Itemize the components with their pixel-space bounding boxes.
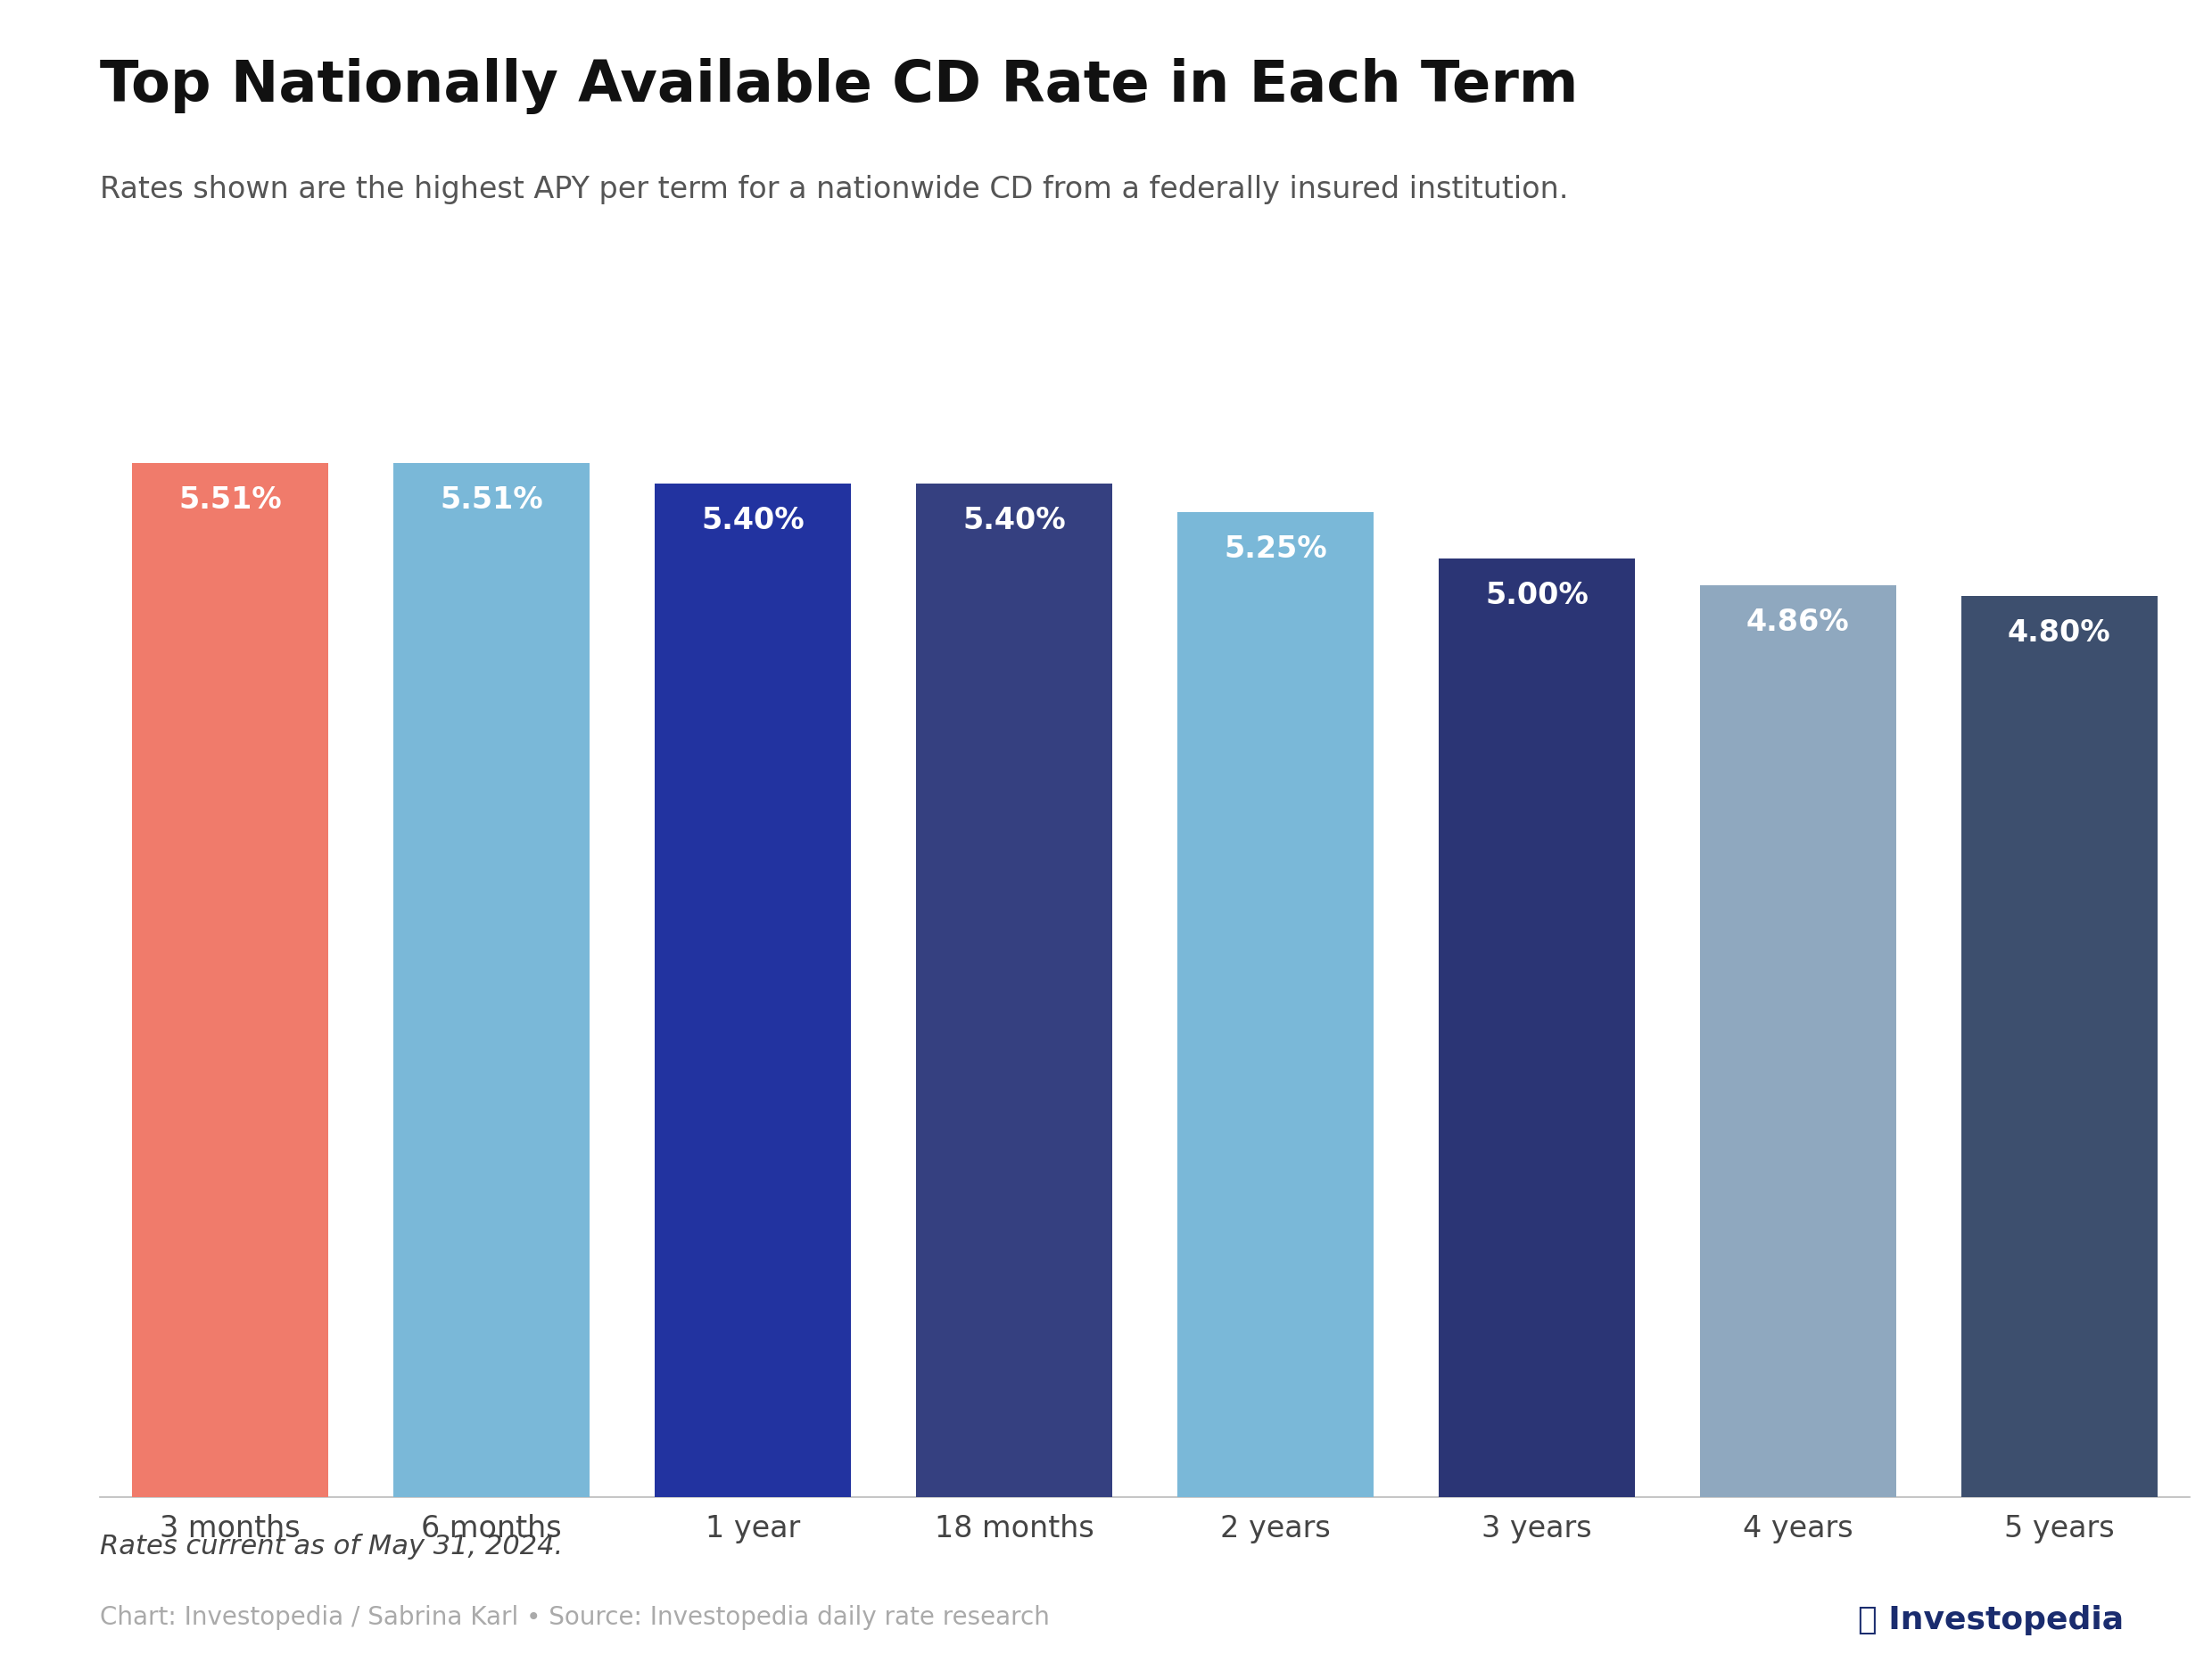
Text: 5.25%: 5.25% xyxy=(1223,534,1327,564)
Text: 5.40%: 5.40% xyxy=(962,506,1066,535)
Text: Rates shown are the highest APY per term for a nationwide CD from a federally in: Rates shown are the highest APY per term… xyxy=(100,175,1568,205)
Bar xyxy=(1177,512,1374,1497)
Bar xyxy=(916,484,1113,1497)
Bar xyxy=(655,484,852,1497)
Text: 4.86%: 4.86% xyxy=(1747,607,1849,637)
Text: Chart: Investopedia / Sabrina Karl • Source: Investopedia daily rate research: Chart: Investopedia / Sabrina Karl • Sou… xyxy=(100,1605,1048,1630)
Text: Rates current as of May 31, 2024.: Rates current as of May 31, 2024. xyxy=(100,1533,562,1560)
Text: 5.00%: 5.00% xyxy=(1484,580,1588,610)
Text: ⓘ Investopedia: ⓘ Investopedia xyxy=(1858,1605,2124,1635)
Bar xyxy=(1701,585,1896,1497)
Bar xyxy=(133,462,327,1497)
Text: 4.80%: 4.80% xyxy=(2008,619,2110,649)
Text: 5.51%: 5.51% xyxy=(179,486,281,516)
Text: 5.51%: 5.51% xyxy=(440,486,542,516)
Text: Top Nationally Available CD Rate in Each Term: Top Nationally Available CD Rate in Each… xyxy=(100,58,1577,115)
Bar xyxy=(1438,559,1635,1497)
Text: 5.40%: 5.40% xyxy=(701,506,805,535)
Bar xyxy=(394,462,588,1497)
Bar xyxy=(1962,595,2157,1497)
